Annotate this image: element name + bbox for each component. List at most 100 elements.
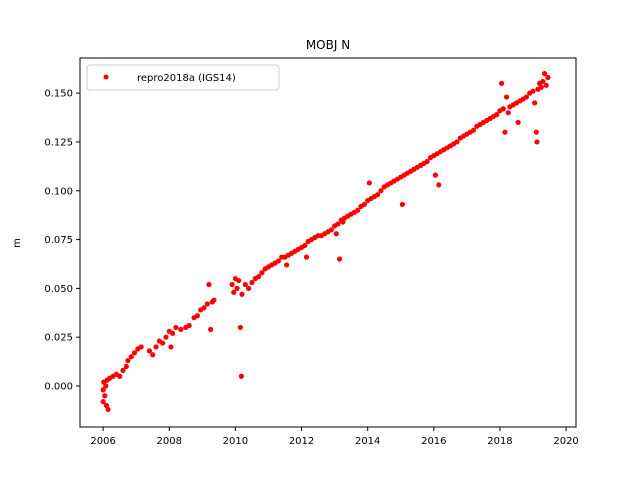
data-point <box>532 100 538 106</box>
legend-box <box>86 64 280 91</box>
data-point <box>541 71 548 77</box>
y-tick-label: 0.100 <box>44 186 73 197</box>
data-point <box>328 227 334 233</box>
data-point <box>530 88 536 94</box>
data-point <box>153 344 159 350</box>
plot-frame <box>79 57 577 428</box>
data-point <box>150 352 156 358</box>
data-point <box>138 344 144 350</box>
data-point <box>239 291 245 297</box>
plot-points <box>100 71 551 413</box>
data-point <box>378 188 384 194</box>
data-point <box>284 262 290 268</box>
x-tick-label: 2008 <box>157 436 182 447</box>
data-point <box>302 242 308 249</box>
data-point <box>505 110 511 116</box>
data-point <box>494 112 500 118</box>
data-point <box>128 354 134 360</box>
legend: repro2018a (IGS14) <box>86 64 280 91</box>
data-point <box>424 158 430 165</box>
data-point <box>123 363 129 370</box>
data-point <box>146 348 153 354</box>
data-point <box>100 387 106 393</box>
data-point <box>543 82 549 88</box>
data-point <box>211 297 217 303</box>
data-point <box>186 322 192 329</box>
data-point <box>336 256 343 262</box>
data-point <box>160 340 166 346</box>
data-point <box>502 129 508 135</box>
data-point <box>201 305 207 311</box>
data-point <box>246 285 252 291</box>
y-tick-label: 0.150 <box>44 89 73 100</box>
data-point <box>335 221 341 227</box>
data-point <box>432 172 439 178</box>
x-tick-label: 2012 <box>289 436 314 447</box>
x-tick-label: 2020 <box>553 436 578 447</box>
data-point <box>103 402 110 409</box>
data-point <box>333 231 339 237</box>
y-tick-label: 0.075 <box>44 235 73 246</box>
data-point <box>249 279 255 286</box>
y-tick-label: 0.125 <box>44 137 73 148</box>
data-point <box>375 192 381 198</box>
data-point <box>231 289 237 295</box>
y-tick-label: 0.050 <box>44 284 73 295</box>
data-point <box>120 367 126 373</box>
data-point <box>515 119 521 126</box>
data-point <box>178 326 184 332</box>
data-point <box>125 358 131 364</box>
x-tick-label: 2016 <box>421 436 446 447</box>
data-point <box>234 285 240 291</box>
data-point <box>534 139 540 145</box>
data-point <box>100 399 106 405</box>
data-point <box>255 274 262 280</box>
data-point <box>237 324 243 331</box>
data-point <box>236 277 242 284</box>
data-point <box>238 373 244 379</box>
data-point <box>540 78 546 85</box>
data-point <box>303 254 310 260</box>
data-point <box>204 301 210 307</box>
x-tick-label: 2006 <box>90 436 115 447</box>
data-point <box>399 201 405 208</box>
data-point <box>366 180 372 186</box>
x-tick-label: 2018 <box>487 436 512 447</box>
data-point <box>340 219 346 225</box>
x-axis: 2006 2008 2010 2012 2014 2016 2018 2020 <box>90 427 579 447</box>
data-point <box>259 270 265 276</box>
data-point <box>454 139 460 145</box>
data-point <box>355 207 361 213</box>
chart-title: MOBJ N <box>306 38 350 52</box>
data-point <box>499 80 505 86</box>
data-point <box>194 313 200 319</box>
data-point <box>163 334 169 340</box>
legend-marker <box>103 74 109 80</box>
data-point <box>242 281 248 288</box>
data-point <box>169 330 176 336</box>
data-point <box>500 106 506 112</box>
data-point <box>533 129 539 135</box>
data-point <box>117 373 123 379</box>
data-point <box>102 393 108 399</box>
data-point <box>523 94 530 100</box>
data-point <box>538 84 544 90</box>
data-point <box>361 201 367 208</box>
data-point <box>470 127 477 133</box>
data-point <box>173 324 179 331</box>
x-tick-label: 2014 <box>355 436 380 447</box>
legend-label: repro2018a (IGS14) <box>137 73 236 84</box>
data-point <box>208 326 214 332</box>
data-point <box>105 406 111 413</box>
y-tick-label: 0.000 <box>44 382 73 393</box>
data-point <box>436 182 442 188</box>
data-point <box>503 94 510 100</box>
x-tick-label: 2010 <box>223 436 248 447</box>
data-point <box>275 258 281 264</box>
y-axis-label: m <box>12 238 23 248</box>
data-point <box>131 350 138 356</box>
y-tick-label: 0.025 <box>44 333 73 344</box>
y-axis: 0.000 0.025 0.050 0.075 0.100 0.125 0.150 <box>44 89 80 393</box>
data-point <box>206 281 212 288</box>
